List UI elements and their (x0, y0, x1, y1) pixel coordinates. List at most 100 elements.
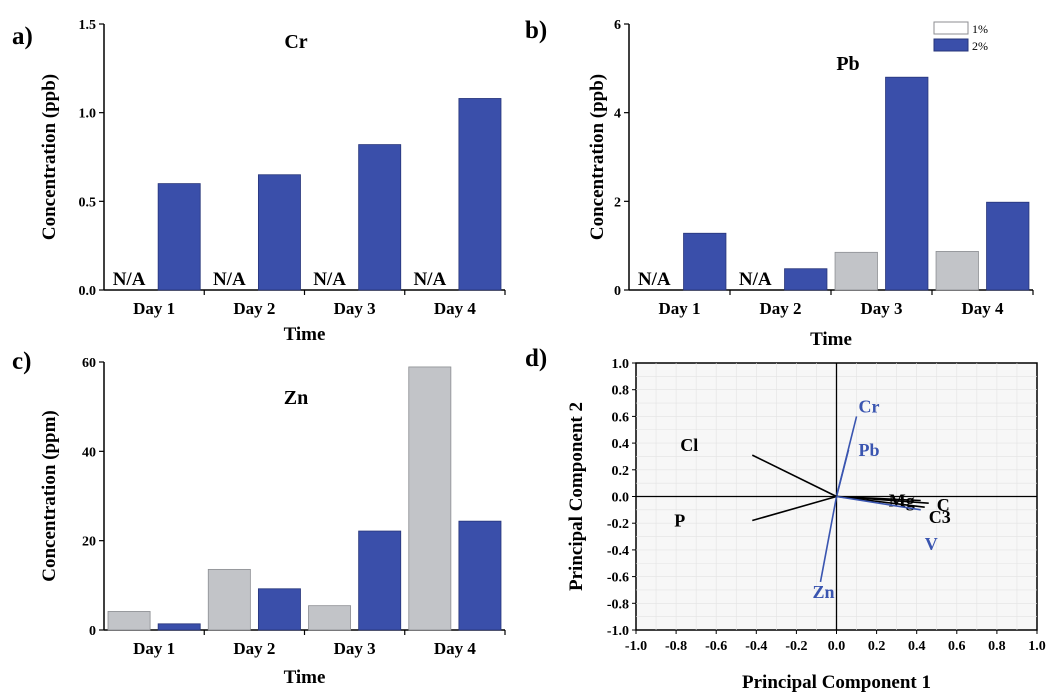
panel-a: 0.0 0.5 1.0 1.5 Day 1 N/A Day 2 N/A Day 3 N/A Day … (12, 18, 506, 345)
x-tick-label: Day 1 (658, 299, 700, 318)
na-label: N/A (313, 269, 346, 290)
y-tick-label: 0.0 (79, 284, 97, 299)
legend-label: 1% (972, 22, 988, 36)
panel-label: d) (525, 345, 547, 372)
y-tick-label: 2 (614, 195, 621, 210)
y-tick-label: 40 (82, 445, 96, 460)
bar-2pct-day2 (257, 588, 301, 631)
x-tick-label: Day 2 (233, 299, 275, 318)
y-tick-label: 0.0 (612, 491, 630, 506)
x-axis-title: Time (284, 324, 326, 345)
x-tick-label: 0.4 (908, 639, 926, 654)
y-tick-label: 0 (614, 284, 621, 299)
loading-label-p: P (674, 511, 685, 531)
y-tick-label: -0.4 (607, 544, 629, 559)
bar-1pct-day2 (207, 568, 251, 631)
x-tick-label: Day 4 (434, 639, 477, 658)
legend-swatch (933, 38, 969, 52)
x-tick-label: Day 3 (334, 299, 376, 318)
x-tick-label: 0.8 (988, 639, 1006, 654)
bar-2pct-day1 (157, 623, 201, 631)
chart-title: Pb (836, 53, 859, 75)
x-tick-label: -0.4 (745, 639, 767, 654)
x-tick-label: Day 3 (334, 639, 376, 658)
y-axis-title: Concentration (ppb) (39, 74, 60, 240)
y-tick-label: 0.8 (612, 384, 630, 399)
na-label: N/A (739, 269, 772, 290)
x-tick-label: 0.0 (828, 639, 846, 654)
bar-2pct-day4 (458, 98, 502, 291)
y-tick-label: -0.2 (607, 517, 629, 532)
loading-vector-v (836, 495, 921, 511)
x-tick-label: Day 1 (133, 639, 175, 658)
panel-b: 0 2 4 6 Day 1 N/A Day 2 N/A Day 3 Day 4 Pb Time Conc… (525, 17, 1034, 350)
loading-label-c3: C3 (929, 507, 951, 527)
bar-1pct-day4 (408, 366, 452, 631)
loading-label-pb: Pb (859, 440, 880, 460)
loading-label-c: C (937, 495, 950, 515)
bar-1pct-day3 (308, 605, 352, 631)
loading-vector-p (752, 495, 837, 522)
y-tick-label: -0.8 (607, 597, 629, 612)
panel-label: b) (525, 17, 547, 44)
y-tick-label: 1.0 (612, 357, 630, 372)
panel-label: c) (12, 348, 31, 375)
bar-1pct-day1 (107, 611, 151, 631)
bar-2pct-day4 (458, 520, 502, 631)
loading-label-cl: Cl (680, 435, 698, 455)
na-label: N/A (113, 269, 146, 290)
bar-2pct-day2 (257, 174, 301, 291)
y-tick-label: 4 (614, 107, 621, 122)
na-label: N/A (213, 269, 246, 290)
loading-label-cr: Cr (859, 396, 880, 416)
y-tick-label: 60 (82, 356, 96, 371)
x-tick-label: Day 3 (860, 299, 902, 318)
x-axis-title: Principal Component 1 (742, 672, 931, 693)
y-tick-label: 20 (82, 535, 96, 550)
legend-label: 2% (972, 39, 988, 53)
y-tick-label: 0 (89, 624, 96, 639)
loading-label-v: V (925, 534, 938, 554)
x-tick-label: 1.0 (1028, 639, 1046, 654)
x-tick-label: Day 4 (434, 299, 477, 318)
x-tick-label: 0.2 (868, 639, 886, 654)
x-tick-label: 0.6 (948, 639, 966, 654)
x-tick-label: Day 1 (133, 299, 175, 318)
bar-2pct-day1 (683, 232, 727, 291)
na-label: N/A (413, 269, 446, 290)
y-tick-label: 0.4 (612, 437, 630, 452)
loading-label-zn: Zn (812, 582, 834, 602)
loading-vector-cl (751, 454, 837, 498)
y-axis-title: Concentration (ppb) (587, 74, 608, 240)
loading-vector-pb (835, 449, 850, 497)
chart-title: Zn (284, 387, 308, 409)
loading-vector-zn (819, 496, 838, 583)
x-tick-label: -1.0 (625, 639, 647, 654)
y-tick-label: -0.6 (607, 571, 629, 586)
x-axis-title: Time (284, 667, 326, 688)
y-axis-title: Principal Component 2 (566, 402, 587, 591)
y-tick-label: 0.5 (79, 195, 97, 210)
y-tick-label: -1.0 (607, 624, 629, 639)
y-tick-label: 1.0 (79, 107, 97, 122)
x-tick-label: Day 4 (961, 299, 1004, 318)
y-tick-label: 0.6 (612, 410, 630, 425)
bar-2pct-day3 (358, 144, 402, 291)
bar-2pct-day1 (157, 183, 201, 291)
bar-2pct-day3 (358, 530, 402, 631)
chart-title: Cr (284, 31, 307, 53)
x-tick-label: Day 2 (233, 639, 275, 658)
panel-d: -1.0 -0.8 -0.6 -0.4 -0.2 0.0 0.2 0.4 0.6 0.8 1.0 1.… (525, 345, 1046, 693)
x-tick-label: -0.2 (785, 639, 807, 654)
bar-2pct-day3 (885, 76, 929, 291)
bar-1pct-day4 (935, 251, 979, 291)
legend-swatch (933, 21, 969, 35)
x-tick-label: -0.6 (705, 639, 727, 654)
x-tick-label: -0.8 (665, 639, 687, 654)
y-tick-label: 0.2 (612, 464, 630, 479)
bar-1pct-day3 (834, 251, 878, 291)
panel-c: 0 20 40 60 Day 1 Day 2 Day 3 Day 4 Zn Time Concent… (12, 348, 506, 688)
bar-2pct-day4 (986, 201, 1030, 291)
y-tick-label: 6 (614, 18, 621, 33)
